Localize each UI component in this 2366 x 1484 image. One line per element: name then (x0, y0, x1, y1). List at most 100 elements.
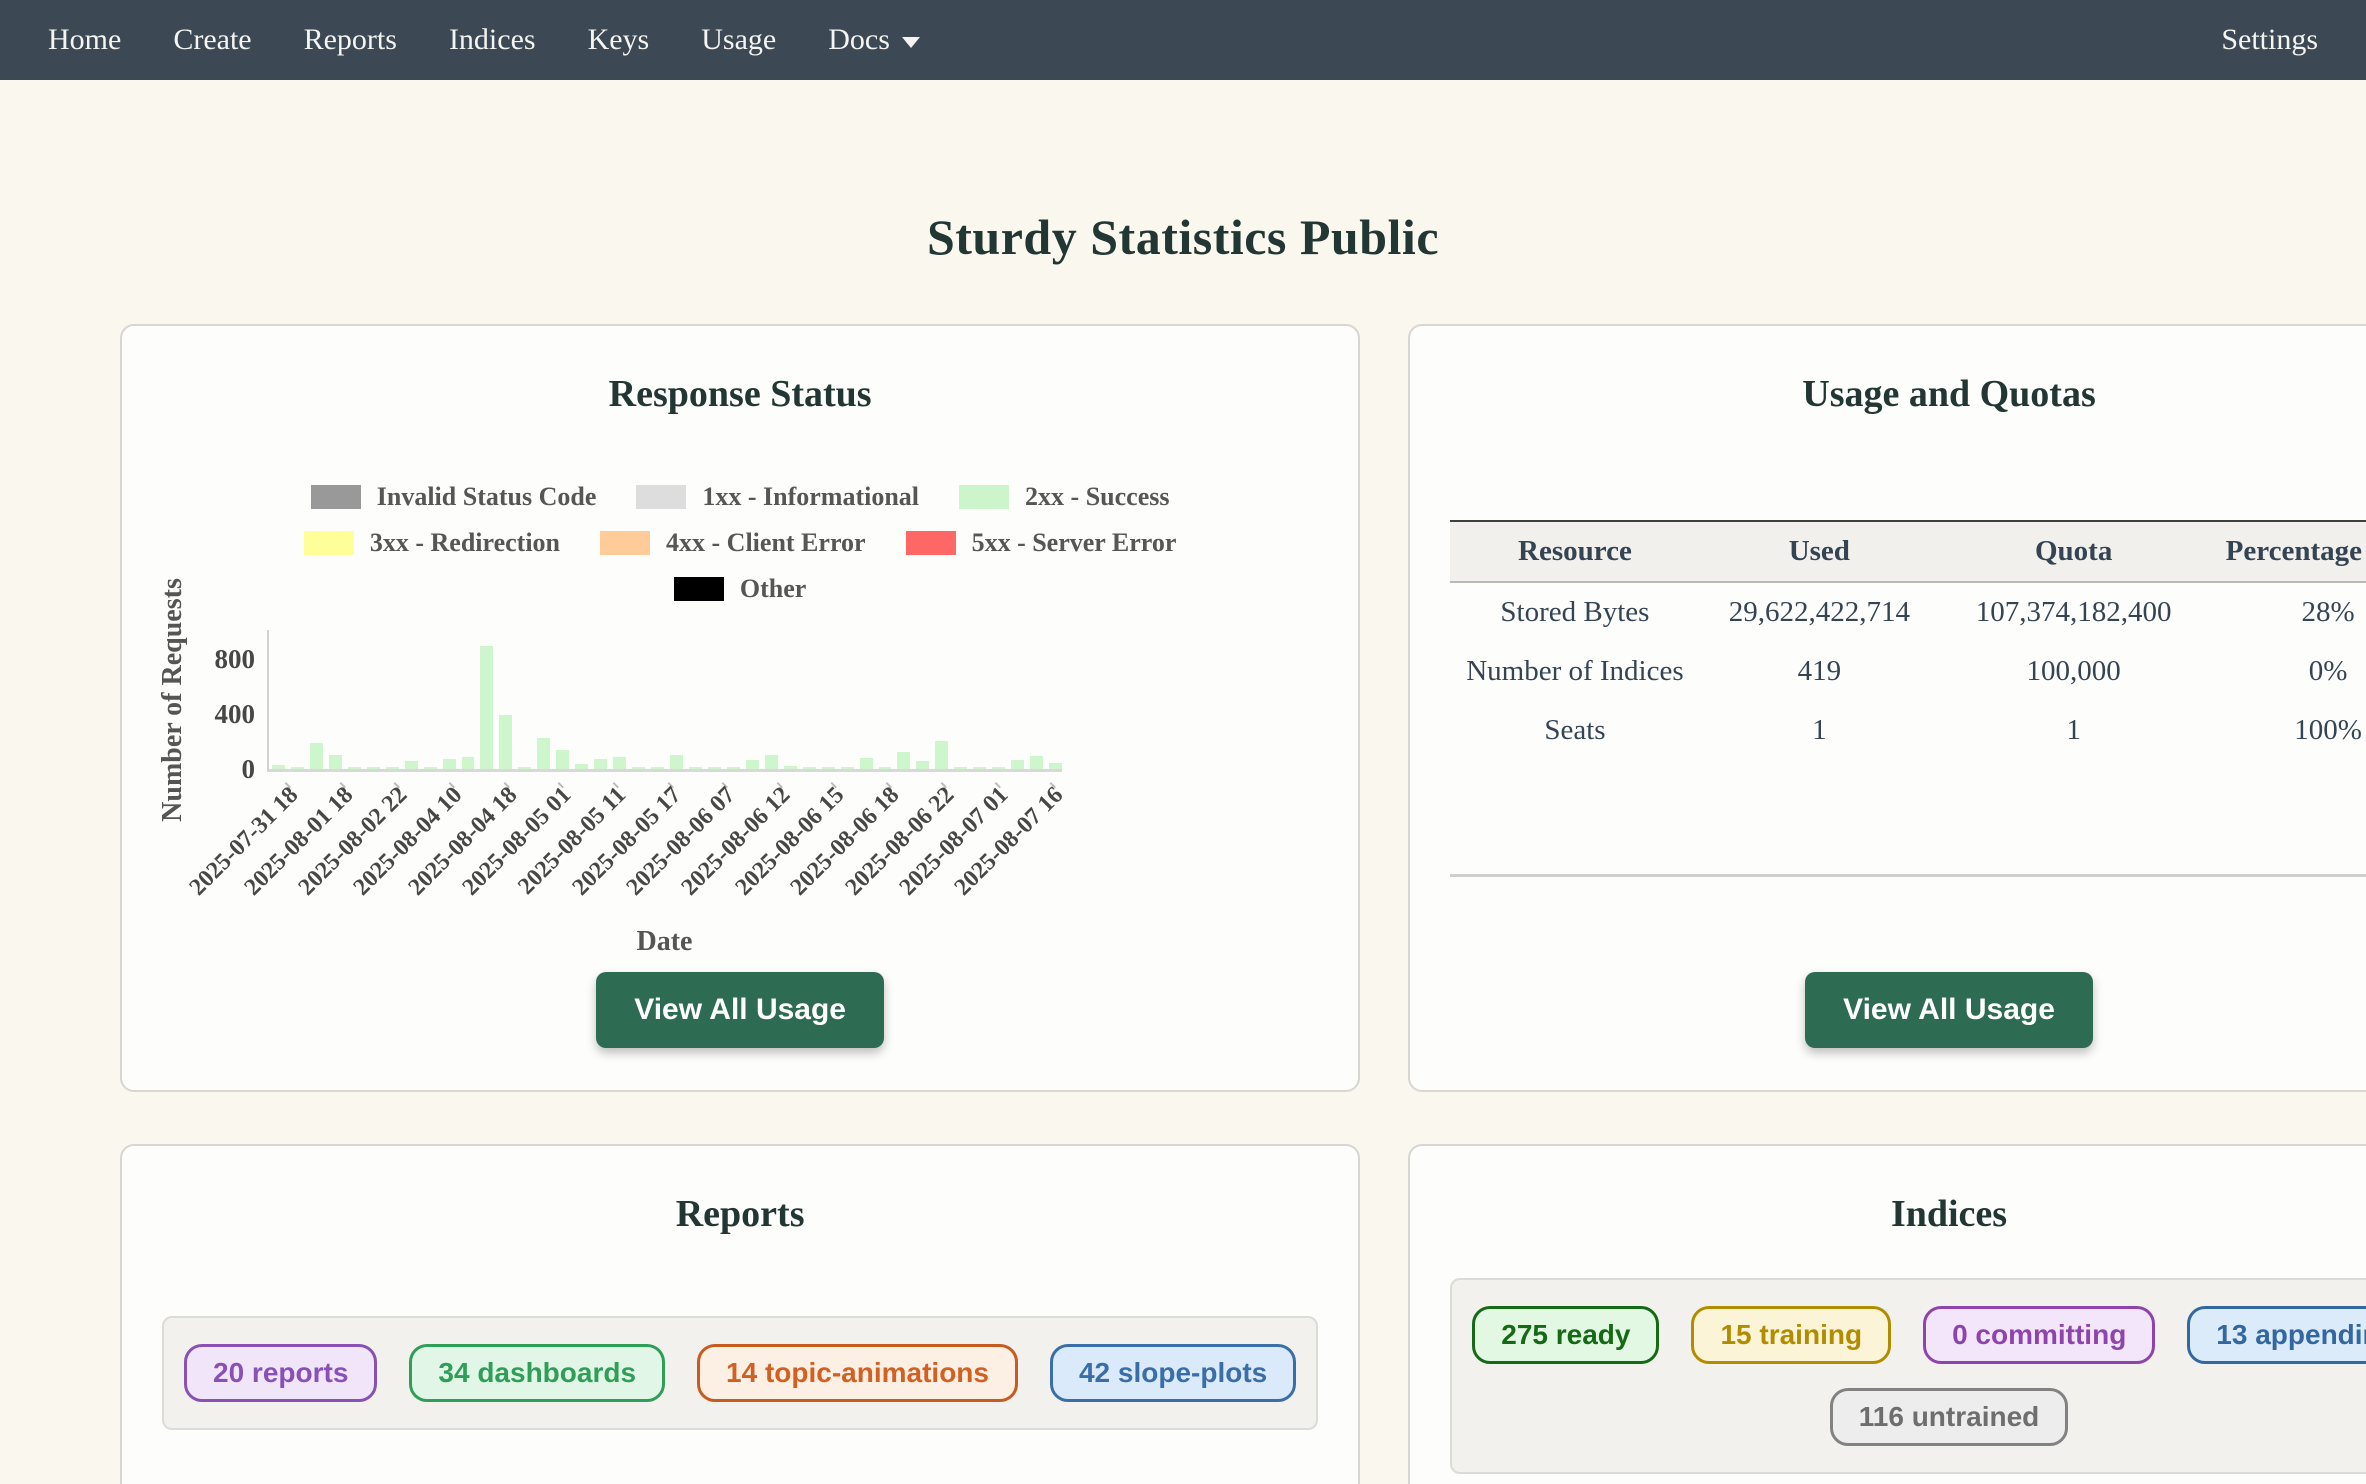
bar (632, 767, 646, 769)
table-cell: 1 (1812, 714, 1827, 746)
table-row: Seats 1 1 100% (1450, 701, 2366, 760)
legend-item: 5xx - Server Error (905, 528, 1177, 558)
indices-card: Indices 275 ready 15 training 0 committing… (1408, 1144, 2366, 1484)
bar (290, 767, 304, 769)
badge-0-committing[interactable]: 0 committing (1923, 1306, 2156, 1364)
bar (499, 715, 513, 769)
badge-42-slope-plots[interactable]: 42 slope-plots (1049, 1344, 1297, 1402)
reports-badge-row: 20 reports 34 dashboards 14 topic-animatio… (184, 1344, 1297, 1402)
indices-badge-row-1: 275 ready 15 training 0 committing 13 appen… (1472, 1306, 2366, 1364)
usage-table-header-cell: Resource (1518, 535, 1632, 567)
bar (935, 741, 949, 769)
table-cell: 100% (2294, 714, 2362, 746)
bar (783, 766, 797, 769)
bar (442, 759, 456, 769)
table-cell: 0% (2308, 655, 2348, 687)
view-all-usage-button[interactable]: View All Usage (1805, 972, 2093, 1048)
legend-label: 3xx - Redirection (369, 528, 561, 557)
nav-items-group: Home Create Reports Indices Keys Usage Docs (48, 23, 920, 57)
legend-item: 2xx - Success (959, 482, 1169, 512)
legend-swatch (600, 531, 651, 555)
table-row: Stored Bytes 29,622,422,714 107,374,182,40… (1450, 582, 2366, 642)
bar (973, 767, 987, 769)
bar (840, 767, 854, 769)
usage-table-header-cell: Percentage Used (2225, 535, 2366, 567)
badge-13-appending[interactable]: 13 appending (2187, 1306, 2366, 1364)
bar (1049, 763, 1063, 769)
badge-275-ready[interactable]: 275 ready (1472, 1306, 1660, 1364)
bar (802, 767, 816, 769)
nav-item-home[interactable]: Home (48, 23, 121, 57)
bar (707, 767, 721, 769)
table-cell: 1 (2066, 714, 2081, 746)
legend-label: 4xx - Client Error (666, 528, 866, 557)
badge-20-reports[interactable]: 20 reports (184, 1344, 378, 1402)
nav-item-settings[interactable]: Settings (2221, 23, 2318, 56)
usage-table-header-cell: Quota (2035, 535, 2113, 567)
legend-swatch (905, 531, 956, 555)
table-cell: 100,000 (2026, 655, 2121, 687)
bar (670, 755, 683, 769)
legend-swatch (310, 485, 361, 509)
bar (745, 760, 759, 769)
bar (404, 761, 418, 769)
badge-34-dashboards[interactable]: 34 dashboards (409, 1344, 666, 1402)
badge-116-untrained[interactable]: 116 untrained (1829, 1388, 2069, 1446)
bar (859, 758, 873, 769)
legend-label: 5xx - Server Error (971, 528, 1177, 557)
bar (992, 767, 1006, 769)
cards-grid: Response Status Invalid Status Code 1xx -… (120, 324, 2366, 1484)
usage-quotas-title: Usage and Quotas (1802, 373, 2096, 415)
bar (726, 767, 740, 769)
usage-table-block: Resource Used Quota Percentage Used Stored … (1450, 520, 2366, 877)
nav-item-usage[interactable]: Usage (701, 23, 776, 57)
bar (688, 767, 702, 769)
bar-chart-plot: Number of Requests 0 400 800 (157, 578, 1063, 821)
legend-swatch (303, 531, 354, 555)
badge-14-topic-animations[interactable]: 14 topic-animations (697, 1344, 1018, 1402)
nav-item-keys[interactable]: Keys (588, 23, 650, 57)
bar (613, 757, 627, 769)
nav-item-docs[interactable]: Docs (828, 23, 920, 57)
legend-label: Invalid Status Code (376, 482, 597, 511)
table-cell: Seats (1544, 714, 1606, 746)
response-status-card: Response Status Invalid Status Code 1xx -… (120, 324, 1361, 1092)
x-axis-ticks: 2025-07-31 18 2025-08-01 18 2025-08-02 22 2… (185, 772, 1068, 924)
table-cell: Stored Bytes (1500, 596, 1650, 628)
legend-item: 3xx - Redirection (303, 528, 561, 558)
reports-title: Reports (675, 1193, 805, 1235)
bar (385, 767, 399, 769)
indices-title: Indices (1890, 1193, 2008, 1235)
indices-badge-box: 275 ready 15 training 0 committing 13 appen… (1450, 1278, 2366, 1474)
bar (878, 767, 892, 769)
bar (518, 767, 532, 769)
bar (916, 761, 930, 769)
nav-item-reports[interactable]: Reports (304, 23, 397, 57)
view-all-usage-button[interactable]: View All Usage (596, 972, 884, 1048)
bar (897, 752, 911, 769)
chevron-down-icon (901, 36, 920, 48)
chart-legend: Invalid Status Code 1xx - Informational 2x… (162, 482, 1318, 604)
table-cell: 28% (2301, 596, 2355, 628)
top-navbar: Home Create Reports Indices Keys Usage Docs Se… (0, 0, 2366, 80)
bar (309, 743, 323, 769)
nav-item-label: Keys (587, 23, 650, 56)
y-tick-label: 800 (214, 644, 256, 674)
bar (575, 764, 589, 769)
bar (272, 765, 285, 769)
table-cell: 419 (1797, 655, 1842, 687)
bar (461, 757, 475, 769)
bar (764, 755, 778, 769)
bar (1011, 760, 1025, 769)
nav-item-indices[interactable]: Indices (449, 23, 536, 57)
usage-quotas-button-wrap: View All Usage (1450, 972, 2366, 1050)
bar (537, 738, 551, 769)
legend-item: Other (673, 574, 806, 604)
badge-15-training[interactable]: 15 training (1691, 1306, 1892, 1364)
legend-row: Invalid Status Code 1xx - Informational 2x… (162, 482, 1318, 512)
nav-item-label: Usage (701, 23, 777, 56)
legend-label: 2xx - Success (1025, 482, 1170, 511)
nav-item-create[interactable]: Create (173, 23, 251, 57)
nav-item-label: Docs (828, 23, 890, 56)
table-cell: 29,622,422,714 (1728, 596, 1910, 628)
